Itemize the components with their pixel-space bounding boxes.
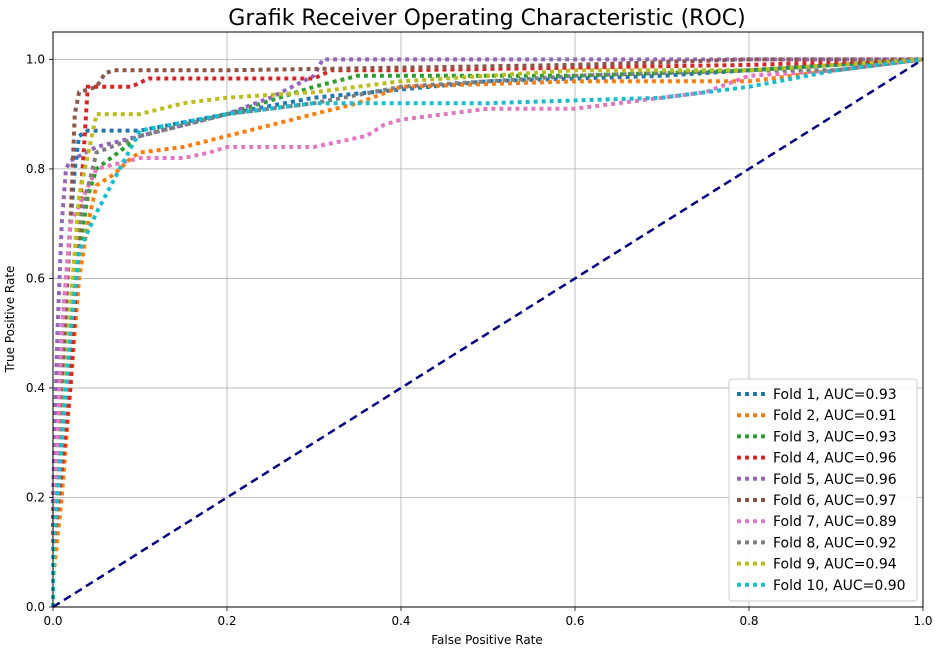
y-tick-label: 0.8 — [26, 162, 45, 176]
roc-curve-fold-10 — [51, 57, 924, 607]
x-tick-label: 0.0 — [43, 614, 62, 628]
x-tick-label: 0.6 — [565, 614, 584, 628]
legend: Fold 1, AUC=0.93 Fold 2, AUC=0.91 Fold 3, … — [728, 378, 918, 602]
legend-label: Fold 4, AUC=0.96 — [773, 451, 897, 467]
y-tick-label: 1.0 — [26, 52, 45, 66]
legend-label: Fold 8, AUC=0.92 — [773, 535, 897, 551]
chart-title: Grafik Receiver Operating Characteristic… — [228, 6, 745, 31]
plot-frame — [52, 31, 924, 608]
legend-box — [728, 378, 918, 602]
y-tick-label: 0.0 — [26, 600, 45, 614]
legend-label: Fold 3, AUC=0.93 — [773, 429, 897, 445]
legend-label: Fold 5, AUC=0.96 — [773, 472, 897, 488]
y-tick-label: 0.4 — [26, 381, 45, 395]
legend-label: Fold 2, AUC=0.91 — [773, 408, 897, 424]
x-tick-label: 1.0 — [913, 614, 932, 628]
legend-label: Fold 10, AUC=0.90 — [773, 578, 906, 594]
y-axis-title: True Positive Rate — [3, 266, 17, 374]
chance-diagonal-line — [52, 58, 924, 609]
legend-label: Fold 9, AUC=0.94 — [773, 557, 897, 573]
y-tick-label: 0.2 — [26, 490, 45, 504]
x-tick-label: 0.8 — [739, 614, 758, 628]
x-tick-label: 0.2 — [217, 614, 236, 628]
legend-label: Fold 7, AUC=0.89 — [773, 514, 897, 530]
legend-label: Fold 6, AUC=0.97 — [773, 493, 897, 509]
axis-ticks: 0.0 0.2 0.4 0.6 0.8 1.0 0.0 0.2 0.4 0.6 0.8 1.0 — [26, 52, 933, 628]
roc-curve-fold-5 — [51, 57, 923, 607]
roc-curve-fold-1 — [51, 57, 924, 607]
series-layer — [51, 57, 924, 609]
roc-curve-fold-7 — [51, 57, 924, 607]
x-tick-label: 0.4 — [391, 614, 410, 628]
x-axis-title: False Positive Rate — [431, 633, 543, 647]
y-tick-label: 0.6 — [26, 271, 45, 285]
legend-label: Fold 1, AUC=0.93 — [773, 387, 897, 403]
